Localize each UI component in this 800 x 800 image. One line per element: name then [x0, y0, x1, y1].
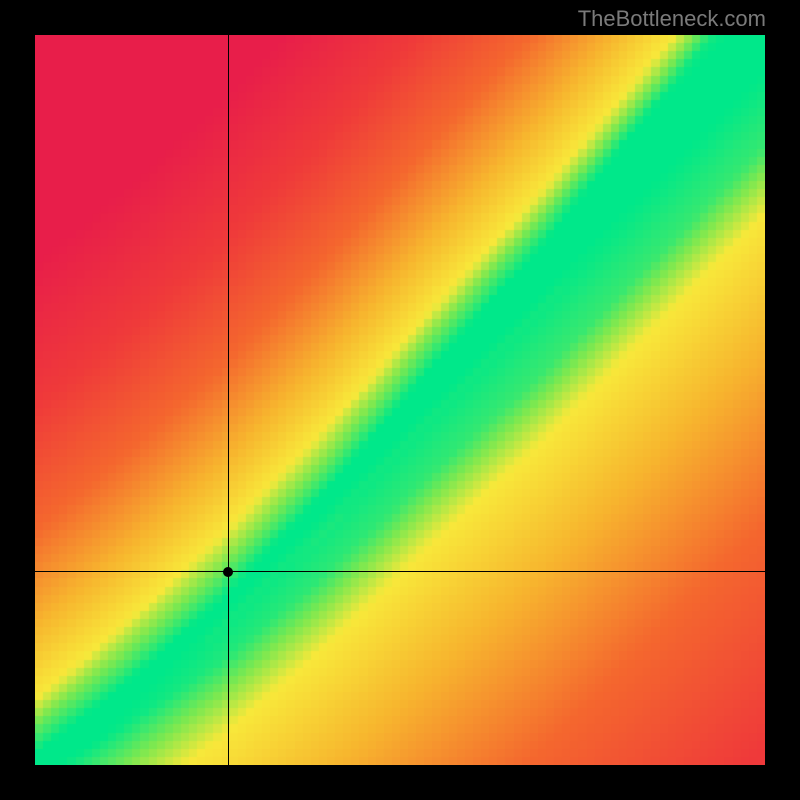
- crosshair-vertical: [228, 35, 229, 765]
- crosshair-marker: [223, 567, 233, 577]
- watermark-text: TheBottleneck.com: [578, 6, 766, 32]
- crosshair-horizontal: [35, 571, 765, 572]
- plot-area: [35, 35, 765, 765]
- heatmap-canvas: [35, 35, 765, 765]
